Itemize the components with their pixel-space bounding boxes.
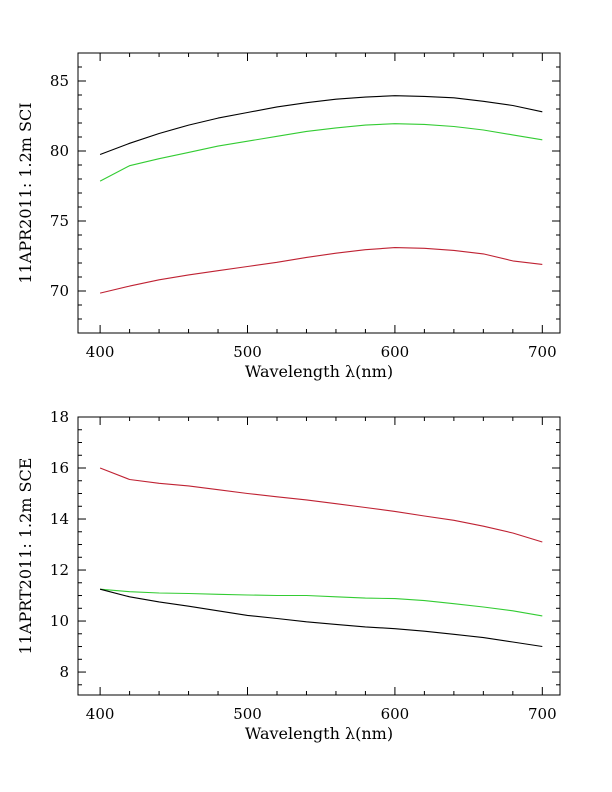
- y-tick-label: 16: [50, 459, 69, 477]
- black-curve: [99, 95, 543, 156]
- y-tick-label: 80: [50, 142, 69, 160]
- x-tick-label: 700: [528, 343, 557, 361]
- red-curve: [99, 467, 543, 543]
- plot-border: [77, 416, 561, 696]
- black-curve: [99, 588, 543, 648]
- y-tick-label: 8: [59, 663, 69, 681]
- green-curve: [100, 588, 543, 617]
- y-tick-label: 75: [50, 212, 69, 230]
- sci-reflectance-chart: 400 500 600 700 70 75 80 85 Wavelength λ(nm) 11AP…: [16, 52, 561, 381]
- sce-reflectance-chart: 400 500 600 700 8 10 12 14 16 18 Wavelength λ(nm) 1…: [16, 408, 561, 743]
- y-axis-label: 11APRT2011: 1.2m SCE: [16, 458, 35, 655]
- green-curve: [99, 123, 543, 182]
- x-tick-label: 700: [528, 705, 557, 723]
- y-tick-label: 14: [50, 510, 69, 528]
- y-tick-label: 85: [50, 72, 69, 90]
- x-tick-label: 500: [233, 705, 262, 723]
- y-axis-label: 11APR2011: 1.2m SCI: [16, 102, 35, 283]
- x-tick-label: 600: [381, 705, 410, 723]
- plot-border: [77, 52, 561, 334]
- y-tick-label: 70: [50, 282, 69, 300]
- y-tick-label: 18: [50, 408, 69, 426]
- x-axis-label: Wavelength λ(nm): [245, 724, 393, 743]
- y-tick-label: 12: [50, 561, 69, 579]
- x-tick-label: 400: [86, 343, 115, 361]
- x-axis-label: Wavelength λ(nm): [245, 362, 393, 381]
- red-curve: [99, 247, 543, 294]
- x-tick-label: 500: [233, 343, 262, 361]
- x-tick-label: 600: [381, 343, 410, 361]
- x-tick-label: 400: [86, 705, 115, 723]
- y-tick-label: 10: [50, 612, 69, 630]
